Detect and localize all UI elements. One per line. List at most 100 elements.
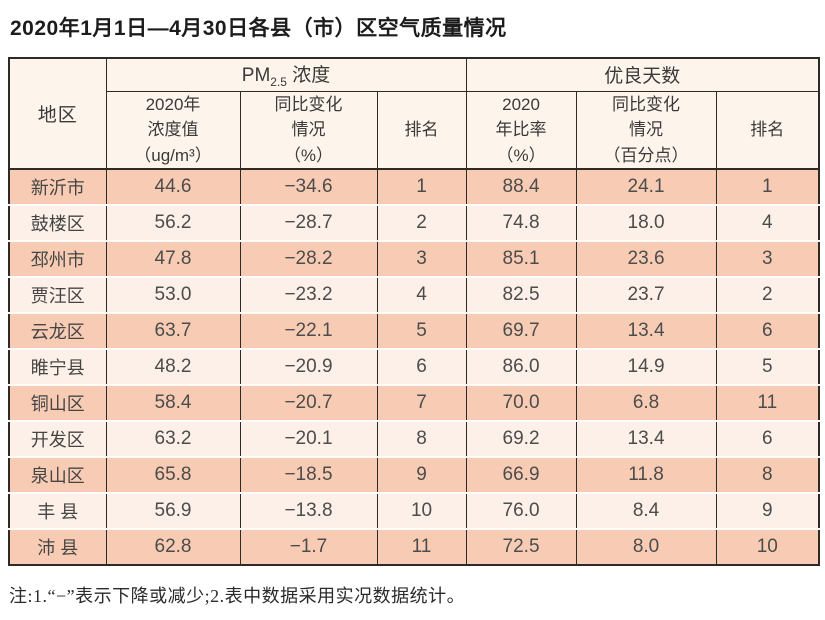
rate-rank-cell: 10: [715, 528, 820, 565]
rate-value-cell: 72.5: [465, 528, 577, 565]
rate-change-cell: 13.4: [575, 312, 717, 349]
rate-rank-cell: 5: [715, 348, 820, 385]
rate-rank-cell: 4: [715, 204, 820, 241]
region-cell: 开发区: [8, 420, 107, 457]
pm-rank-cell: 9: [376, 456, 467, 493]
header-pm-value: 2020年 浓度值 （ug/m³）: [105, 91, 241, 170]
rate-change-cell: 24.1: [575, 168, 717, 205]
pm-rank-cell: 5: [376, 312, 467, 349]
region-cell: 铜山区: [8, 384, 107, 421]
header-rate-change: 同比变化 情况 （百分点）: [575, 91, 717, 170]
pm-change-cell: −18.5: [239, 456, 378, 493]
pm-change-cell: −1.7: [239, 528, 378, 565]
pm-change-cell: −34.6: [239, 168, 378, 205]
rate-change-cell: 23.6: [575, 240, 717, 277]
pm25-label-subscript: 2.5: [270, 75, 287, 90]
pm-rank-cell: 8: [376, 420, 467, 457]
pm-value-cell: 47.8: [105, 240, 241, 277]
rate-change-cell: 14.9: [575, 348, 717, 385]
pm-value-cell: 63.2: [105, 420, 241, 457]
rate-rank-cell: 3: [715, 240, 820, 277]
region-cell: 沛 县: [8, 528, 107, 565]
header-region: 地区: [8, 58, 107, 170]
table-row: 邳州市 47.8 −28.2 3 85.1 23.6 3: [8, 240, 820, 277]
table-row: 云龙区 63.7 −22.1 5 69.7 13.4 6: [8, 312, 820, 349]
rate-value-cell: 88.4: [465, 168, 577, 205]
rate-rank-cell: 1: [715, 168, 820, 205]
pm-rank-cell: 11: [376, 528, 467, 565]
rate-change-cell: 8.0: [575, 528, 717, 565]
region-cell: 睢宁县: [8, 348, 107, 385]
rate-change-cell: 18.0: [575, 204, 717, 241]
rate-change-cell: 23.7: [575, 276, 717, 313]
page-title: 2020年1月1日—4月30日各县（市）区空气质量情况: [10, 17, 507, 40]
pm25-label-prefix: PM: [241, 65, 271, 87]
pm-value-cell: 53.0: [105, 276, 241, 313]
header-rate-value: 2020 年比率 （%）: [465, 91, 577, 170]
table-row: 沛 县 62.8 −1.7 11 72.5 8.0 10: [8, 528, 820, 565]
header-group-row: 地区 PM2.5 浓度 优良天数: [8, 58, 820, 170]
rate-value-cell: 69.7: [465, 312, 577, 349]
region-cell: 丰 县: [8, 492, 107, 529]
rate-value-cell: 85.1: [465, 240, 577, 277]
rate-change-cell: 6.8: [575, 384, 717, 421]
table-row: 睢宁县 48.2 −20.9 6 86.0 14.9 5: [8, 348, 820, 385]
region-cell: 鼓楼区: [8, 204, 107, 241]
rate-rank-cell: 6: [715, 312, 820, 349]
pm-rank-cell: 4: [376, 276, 467, 313]
region-cell: 贾汪区: [8, 276, 107, 313]
table-body: 新沂市 44.6 −34.6 1 88.4 24.1 1 鼓楼区 56.2 −2…: [8, 168, 820, 565]
pm-change-cell: −20.9: [239, 348, 378, 385]
rate-value-cell: 69.2: [465, 420, 577, 457]
pm25-label-suffix: 浓度: [286, 65, 331, 87]
pm-rank-cell: 7: [376, 384, 467, 421]
pm-value-cell: 44.6: [105, 168, 241, 205]
rate-rank-cell: 2: [715, 276, 820, 313]
table-row: 新沂市 44.6 −34.6 1 88.4 24.1 1: [8, 168, 820, 205]
rate-rank-cell: 6: [715, 420, 820, 457]
rate-change-cell: 11.8: [575, 456, 717, 493]
table-header: 地区 PM2.5 浓度 优良天数 2020年 浓度值 （ug/m³） 同比变化 …: [8, 58, 820, 170]
rate-rank-cell: 9: [715, 492, 820, 529]
pm-change-cell: −20.1: [239, 420, 378, 457]
table-row: 丰 县 56.9 −13.8 10 76.0 8.4 9: [8, 492, 820, 529]
rate-rank-cell: 8: [715, 456, 820, 493]
header-pm-change: 同比变化 情况 （%）: [239, 91, 378, 170]
rate-value-cell: 66.9: [465, 456, 577, 493]
pm-change-cell: −13.8: [239, 492, 378, 529]
pm-rank-cell: 2: [376, 204, 467, 241]
footnote: 注:1.“−”表示下降或减少;2.表中数据采用实况数据统计。: [9, 586, 466, 606]
table-row: 贾汪区 53.0 −23.2 4 82.5 23.7 2: [8, 276, 820, 313]
rate-rank-cell: 11: [715, 384, 820, 421]
pm-change-cell: −28.7: [239, 204, 378, 241]
pm-value-cell: 48.2: [105, 348, 241, 385]
rate-value-cell: 70.0: [465, 384, 577, 421]
pm-change-cell: −28.2: [239, 240, 378, 277]
region-cell: 新沂市: [8, 168, 107, 205]
rate-value-cell: 82.5: [465, 276, 577, 313]
pm-value-cell: 58.4: [105, 384, 241, 421]
region-cell: 泉山区: [8, 456, 107, 493]
header-pm-rank: 排名: [376, 91, 467, 170]
header-rate-rank: 排名: [715, 91, 820, 170]
table-row: 泉山区 65.8 −18.5 9 66.9 11.8 8: [8, 456, 820, 493]
region-cell: 云龙区: [8, 312, 107, 349]
pm-change-cell: −20.7: [239, 384, 378, 421]
header-sub-row: 2020年 浓度值 （ug/m³） 同比变化 情况 （%） 排名 2020 年比…: [9, 91, 820, 170]
region-cell: 邳州市: [8, 240, 107, 277]
pm-value-cell: 56.2: [105, 204, 241, 241]
pm-rank-cell: 10: [376, 492, 467, 529]
pm-value-cell: 62.8: [105, 528, 241, 565]
pm-rank-cell: 1: [376, 168, 467, 205]
pm-value-cell: 65.8: [105, 456, 241, 493]
header-pm25-group: PM2.5 浓度: [105, 58, 467, 92]
rate-change-cell: 13.4: [575, 420, 717, 457]
header-good-days-group: 优良天数: [465, 58, 820, 92]
pm-change-cell: −23.2: [239, 276, 378, 313]
table-row: 开发区 63.2 −20.1 8 69.2 13.4 6: [8, 420, 820, 457]
pm-value-cell: 63.7: [105, 312, 241, 349]
rate-value-cell: 76.0: [465, 492, 577, 529]
table-row: 铜山区 58.4 −20.7 7 70.0 6.8 11: [8, 384, 820, 421]
pm-rank-cell: 6: [376, 348, 467, 385]
